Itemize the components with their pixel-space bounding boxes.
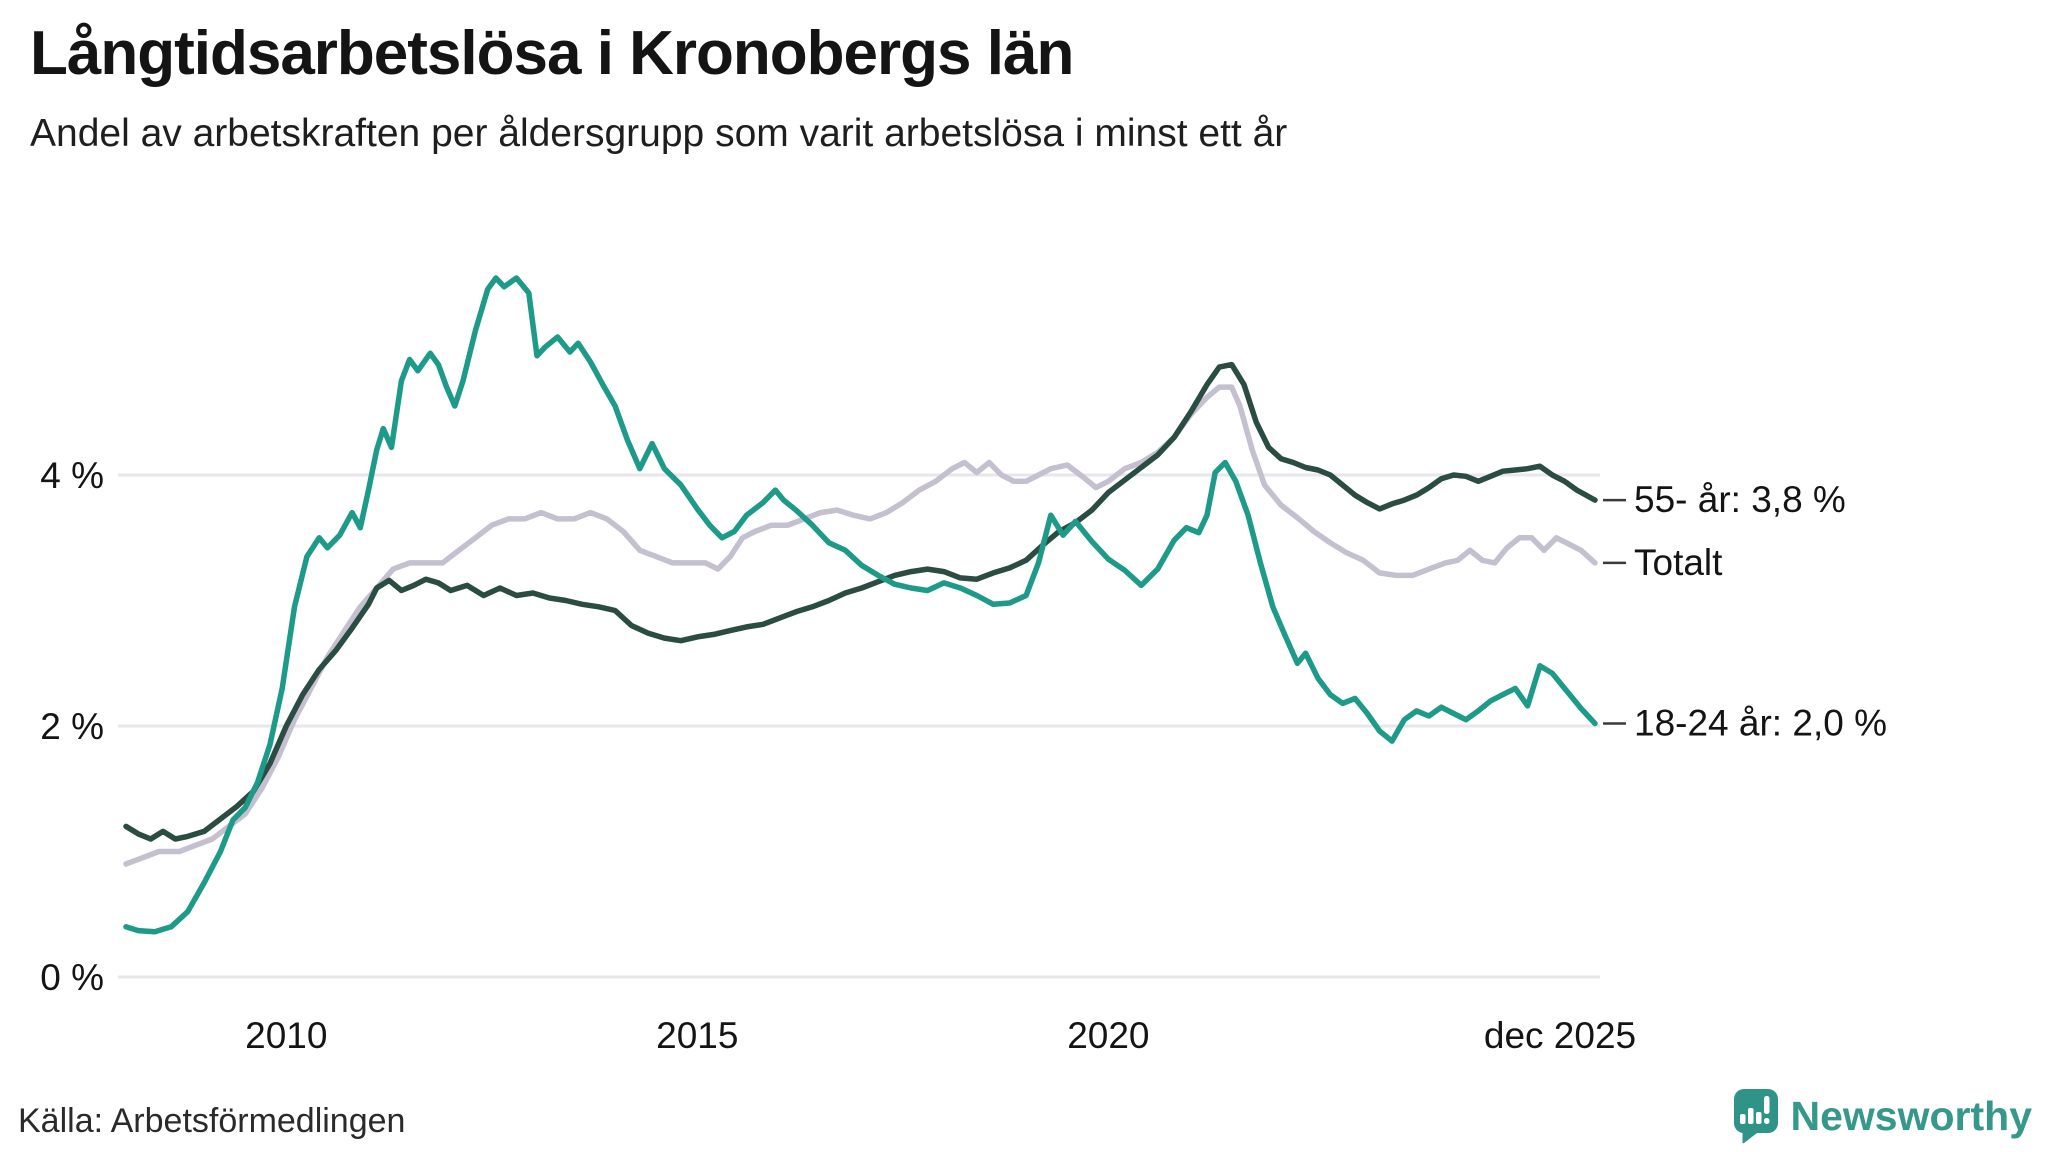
series-line-18-24-r <box>123 275 1598 935</box>
series-end-label: Totalt <box>1634 542 1723 583</box>
y-tick-label: 4 % <box>40 455 104 496</box>
x-tick-label: 2010 <box>245 1015 327 1056</box>
newsworthy-brand: Newsworthy <box>1733 1088 2033 1144</box>
newsworthy-wordmark: Newsworthy <box>1790 1092 2033 1139</box>
page-title: Långtidsarbetslösa i Kronobergs län <box>30 19 1074 88</box>
y-tick-label: 2 % <box>40 706 104 747</box>
series-end-label: 18-24 år: 2,0 % <box>1634 702 1887 743</box>
x-tick-label: 2015 <box>656 1015 738 1056</box>
y-tick-label: 0 % <box>40 957 104 998</box>
page-subtitle: Andel av arbetskraften per åldersgrupp s… <box>30 112 1288 155</box>
x-tick-label: dec 2025 <box>1484 1015 1636 1056</box>
source-note: Källa: Arbetsförmedlingen <box>18 1102 406 1140</box>
x-tick-label: 2020 <box>1067 1015 1149 1056</box>
series-line-55-r <box>123 361 1598 842</box>
series-line-totalt <box>123 384 1598 867</box>
series-end-label: 55- år: 3,8 % <box>1634 479 1846 520</box>
bar-chart-speech-bubble-icon <box>1733 1089 1778 1144</box>
